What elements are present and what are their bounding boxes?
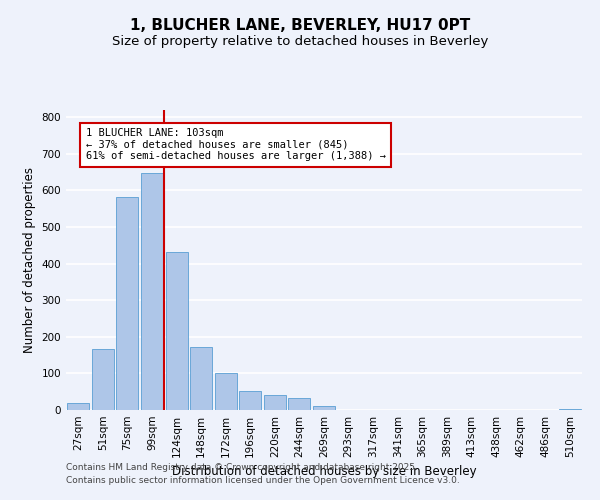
Bar bbox=[190, 346, 212, 410]
Bar bbox=[92, 348, 114, 410]
Text: Contains public sector information licensed under the Open Government Licence v3: Contains public sector information licen… bbox=[66, 476, 460, 485]
Bar bbox=[67, 402, 89, 410]
Bar bbox=[141, 173, 163, 410]
X-axis label: Distribution of detached houses by size in Beverley: Distribution of detached houses by size … bbox=[172, 466, 476, 478]
Bar bbox=[264, 396, 286, 410]
Bar bbox=[116, 197, 139, 410]
Bar bbox=[166, 252, 188, 410]
Bar bbox=[289, 398, 310, 410]
Text: Contains HM Land Registry data © Crown copyright and database right 2025.: Contains HM Land Registry data © Crown c… bbox=[66, 464, 418, 472]
Text: 1 BLUCHER LANE: 103sqm
← 37% of detached houses are smaller (845)
61% of semi-de: 1 BLUCHER LANE: 103sqm ← 37% of detached… bbox=[86, 128, 386, 162]
Text: 1, BLUCHER LANE, BEVERLEY, HU17 0PT: 1, BLUCHER LANE, BEVERLEY, HU17 0PT bbox=[130, 18, 470, 32]
Bar bbox=[313, 406, 335, 410]
Bar bbox=[239, 391, 262, 410]
Text: Size of property relative to detached houses in Beverley: Size of property relative to detached ho… bbox=[112, 35, 488, 48]
Bar bbox=[215, 374, 237, 410]
Y-axis label: Number of detached properties: Number of detached properties bbox=[23, 167, 36, 353]
